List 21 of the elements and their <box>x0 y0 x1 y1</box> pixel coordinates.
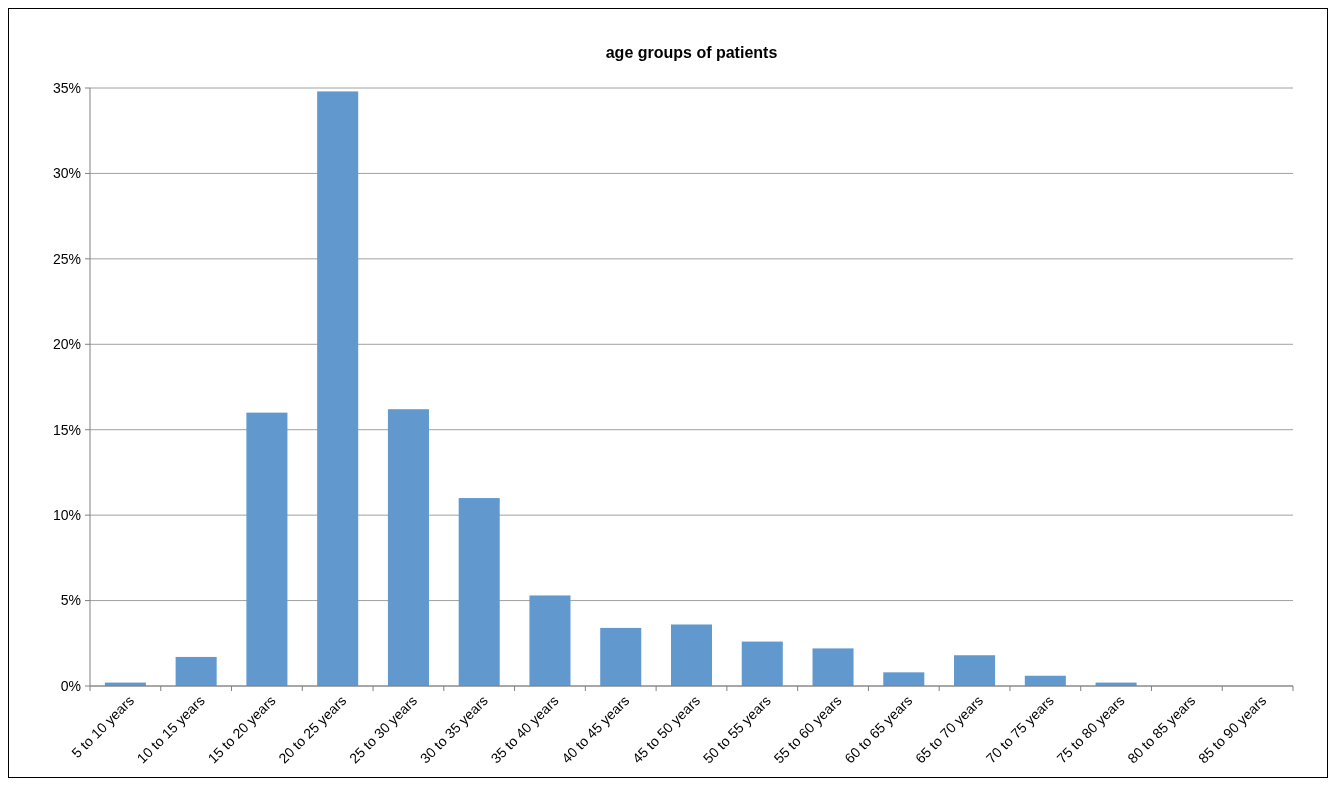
bar <box>670 624 713 686</box>
bar <box>954 655 996 686</box>
bar <box>246 412 288 686</box>
bar <box>175 656 217 686</box>
bar <box>529 595 571 686</box>
bar <box>317 91 359 686</box>
y-tick-label: 30% <box>52 165 81 182</box>
y-tick-label: 10% <box>52 507 81 524</box>
y-tick-label: 25% <box>52 250 81 267</box>
y-tick-label: 5% <box>60 592 81 609</box>
bar <box>812 648 854 686</box>
y-tick-label: 20% <box>52 336 81 353</box>
y-tick-label: 35% <box>52 79 81 96</box>
y-tick-label: 0% <box>60 677 81 694</box>
bar <box>741 641 783 686</box>
bar <box>600 627 642 686</box>
chart-title: age groups of patients <box>605 44 778 61</box>
bar <box>883 672 925 686</box>
bar <box>458 498 500 686</box>
bar <box>387 409 429 686</box>
y-tick-label: 15% <box>52 421 81 438</box>
